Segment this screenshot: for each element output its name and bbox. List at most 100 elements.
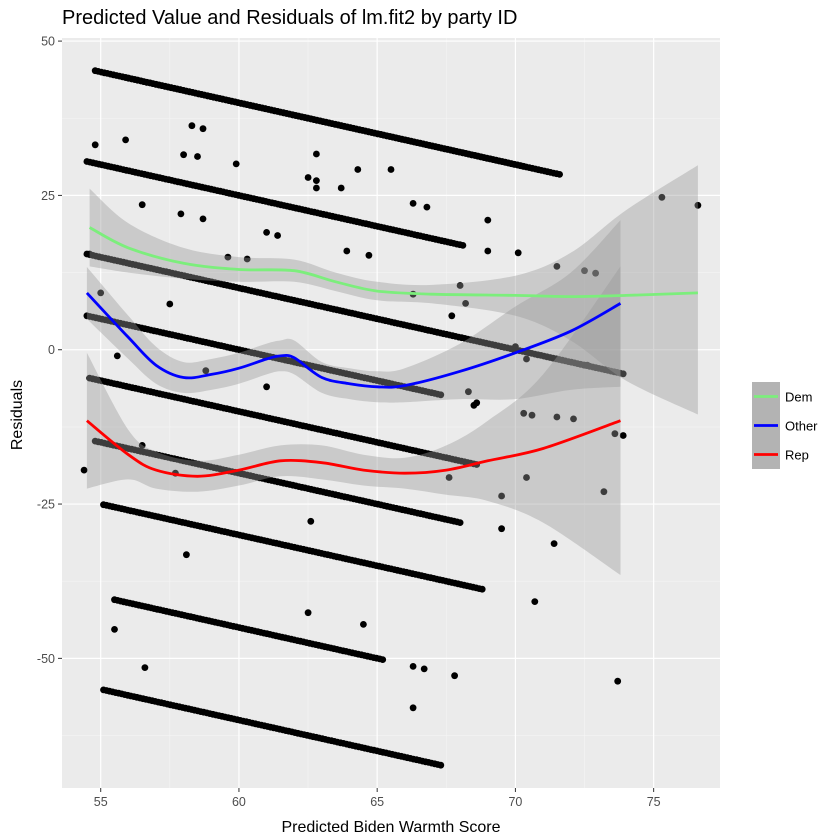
data-point (97, 289, 105, 297)
data-point (550, 540, 558, 547)
data-point (183, 551, 190, 559)
data-point (387, 166, 395, 173)
data-point (354, 166, 362, 173)
y-tick-label: 25 (41, 189, 55, 203)
data-point (263, 383, 270, 391)
data-point (420, 665, 428, 673)
data-point (619, 432, 627, 439)
y-tick-label: -25 (37, 498, 55, 512)
data-point (478, 585, 486, 593)
x-tick-label: 65 (370, 795, 384, 809)
data-point (456, 519, 464, 526)
x-tick-label: 70 (508, 795, 522, 809)
plot-panel (62, 38, 720, 788)
data-point (409, 704, 417, 712)
confidence-bands (86, 165, 698, 575)
y-tick-label: 0 (48, 343, 55, 357)
x-tick-label: 60 (232, 795, 246, 809)
data-point (409, 663, 417, 670)
data-point (263, 229, 270, 236)
panel-background (62, 38, 720, 788)
data-point (141, 664, 149, 671)
confidence-band-rep (86, 266, 621, 575)
residual-points (80, 67, 702, 769)
data-point (498, 525, 505, 533)
data-point (553, 413, 561, 421)
data-point (451, 672, 458, 680)
data-point (484, 247, 492, 255)
data-point (180, 151, 188, 159)
data-point (304, 174, 312, 181)
smooth-line-other (85, 291, 622, 389)
data-point (313, 150, 320, 158)
data-point (456, 282, 464, 289)
data-point (409, 200, 417, 207)
data-point (614, 677, 622, 685)
data-point (694, 201, 702, 209)
confidence-band-dem (89, 165, 698, 415)
smooth-line-rep (86, 419, 621, 478)
data-point (423, 203, 431, 211)
data-point (611, 430, 619, 438)
legend: Dem Other Rep (752, 382, 818, 469)
data-point (556, 171, 563, 178)
data-point (498, 343, 505, 350)
x-tick-label: 75 (647, 795, 661, 809)
data-point (459, 242, 467, 249)
data-point (202, 367, 210, 375)
data-point (177, 210, 185, 218)
data-point (437, 761, 445, 769)
data-point (138, 442, 146, 449)
data-point (188, 122, 196, 130)
data-point (520, 409, 528, 417)
data-point (343, 247, 351, 255)
data-point (581, 361, 588, 369)
data-point (91, 141, 99, 149)
data-point (473, 399, 481, 407)
legend-label-other: Other (785, 419, 818, 434)
data-point (523, 355, 530, 363)
data-point (360, 621, 367, 628)
data-point (80, 466, 88, 474)
legend-label-rep: Rep (785, 448, 809, 463)
smooth-lines (85, 226, 698, 478)
data-point (619, 370, 627, 378)
data-point (199, 125, 207, 133)
data-point (437, 391, 445, 399)
data-point (553, 263, 561, 270)
data-point (531, 598, 539, 605)
x-axis: 55 60 65 70 75 (94, 788, 661, 809)
data-point (498, 492, 505, 500)
x-tick-label: 55 (94, 795, 108, 809)
chart-title: Predicted Value and Residuals of lm.fit2… (62, 7, 517, 29)
data-point (313, 177, 320, 185)
data-point (465, 388, 472, 396)
data-point (484, 216, 492, 224)
data-point (445, 474, 453, 481)
data-point (337, 184, 345, 192)
data-point (243, 255, 251, 263)
data-point (122, 136, 129, 144)
y-tick-label: -50 (37, 652, 55, 666)
data-point (138, 201, 146, 209)
data-point (307, 517, 315, 525)
data-point (113, 352, 121, 360)
data-point (304, 609, 312, 617)
data-point (232, 160, 240, 168)
confidence-band-other (86, 220, 621, 403)
data-point (86, 250, 93, 258)
data-point (166, 300, 174, 308)
data-point (379, 656, 387, 663)
data-point (523, 474, 530, 481)
y-axis-title: Residuals (9, 380, 26, 450)
data-point (224, 253, 232, 261)
data-point (111, 626, 118, 633)
data-point (199, 215, 207, 223)
data-point (581, 267, 588, 275)
data-point (274, 232, 281, 239)
data-point (462, 300, 469, 307)
data-point (313, 184, 320, 192)
data-point (528, 411, 536, 419)
data-point (570, 415, 577, 423)
